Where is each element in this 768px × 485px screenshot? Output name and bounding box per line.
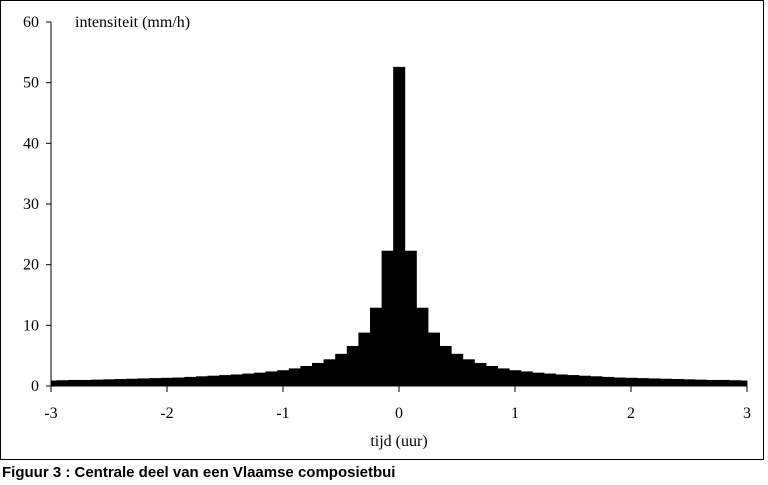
bar-37 xyxy=(474,362,487,386)
x-tick-label-5: 2 xyxy=(627,405,635,422)
bar-28 xyxy=(370,307,382,386)
bar-9 xyxy=(149,378,162,386)
bar-26 xyxy=(346,345,359,386)
x-axis-title: tijd (uur) xyxy=(370,433,427,450)
bar-55 xyxy=(683,379,696,386)
bar-54 xyxy=(671,379,684,386)
chart-frame: 0 10 20 30 40 50 60 -3 -2 -1 0 1 2 3 intensiteit (mm… xyxy=(0,0,764,460)
bar-38 xyxy=(486,365,498,386)
bar-20 xyxy=(277,370,290,386)
bar-25 xyxy=(335,353,348,386)
y-ticks-group: 0 10 20 30 40 50 60 xyxy=(23,14,51,395)
bar-59 xyxy=(729,380,742,386)
bar-5 xyxy=(103,379,116,386)
bar-0 xyxy=(51,380,58,386)
bar-33 xyxy=(428,332,440,386)
bar-34 xyxy=(439,345,452,386)
bar-8 xyxy=(138,378,150,386)
bar-17 xyxy=(242,373,255,386)
y-axis-title: intensiteit (mm/h) xyxy=(75,14,190,31)
bar-2 xyxy=(68,379,81,386)
bar-36 xyxy=(462,359,475,386)
x-tick-label-2: -1 xyxy=(276,405,289,422)
bar-50 xyxy=(625,377,638,386)
bar-44 xyxy=(555,374,568,386)
bar-58 xyxy=(718,379,730,386)
bar-53 xyxy=(660,378,672,386)
bar-30 xyxy=(393,66,406,386)
bar-18 xyxy=(254,372,266,386)
bar-32 xyxy=(416,307,429,386)
bar-27 xyxy=(358,332,371,386)
bar-49 xyxy=(613,377,626,386)
y-tick-label-6: 60 xyxy=(23,14,39,31)
bar-56 xyxy=(694,379,707,386)
bar-51 xyxy=(636,378,649,386)
y-tick-label-4: 40 xyxy=(23,135,39,152)
bar-6 xyxy=(114,379,127,386)
bar-42 xyxy=(532,372,545,386)
bar-21 xyxy=(288,368,301,386)
x-tick-label-1: -2 xyxy=(160,405,173,422)
bar-35 xyxy=(451,353,464,386)
bar-52 xyxy=(648,378,661,386)
bar-10 xyxy=(161,377,174,386)
bar-22 xyxy=(300,365,313,386)
figure-caption: Figuur 3 : Centrale deel van een Vlaamse… xyxy=(2,464,396,481)
bar-60 xyxy=(741,380,748,386)
bar-31 xyxy=(404,250,417,386)
bar-7 xyxy=(126,378,139,386)
bar-4 xyxy=(91,379,104,386)
bar-14 xyxy=(207,375,220,386)
y-tick-label-0: 0 xyxy=(31,378,39,395)
bar-46 xyxy=(578,375,591,386)
bar-40 xyxy=(509,370,522,386)
bar-48 xyxy=(602,376,614,386)
x-tick-label-0: -3 xyxy=(44,405,57,422)
bar-23 xyxy=(312,362,324,386)
bar-3 xyxy=(80,379,92,386)
y-tick-label-5: 50 xyxy=(23,75,39,92)
bar-39 xyxy=(497,368,510,386)
bar-57 xyxy=(706,379,719,386)
bar-1 xyxy=(56,380,69,386)
bars-group xyxy=(51,66,748,386)
bar-15 xyxy=(219,375,232,386)
x-tick-label-3: 0 xyxy=(395,405,403,422)
bar-29 xyxy=(381,250,394,386)
bar-16 xyxy=(230,374,243,386)
bar-24 xyxy=(323,359,336,386)
bar-47 xyxy=(590,376,603,386)
bar-45 xyxy=(567,375,580,386)
y-tick-label-3: 30 xyxy=(23,196,39,213)
bar-19 xyxy=(265,371,278,386)
bar-11 xyxy=(172,377,185,386)
x-tick-label-6: 3 xyxy=(743,405,751,422)
x-tick-label-4: 1 xyxy=(511,405,519,422)
bar-43 xyxy=(544,373,556,386)
x-ticks-group: -3 -2 -1 0 1 2 3 xyxy=(44,386,751,422)
bar-41 xyxy=(520,371,533,386)
chart-svg: 0 10 20 30 40 50 60 -3 -2 -1 0 1 2 3 intensiteit (mm… xyxy=(23,14,751,450)
bar-12 xyxy=(184,376,197,386)
y-tick-label-1: 10 xyxy=(23,317,39,334)
y-tick-label-2: 20 xyxy=(23,257,39,274)
bar-13 xyxy=(196,376,208,386)
